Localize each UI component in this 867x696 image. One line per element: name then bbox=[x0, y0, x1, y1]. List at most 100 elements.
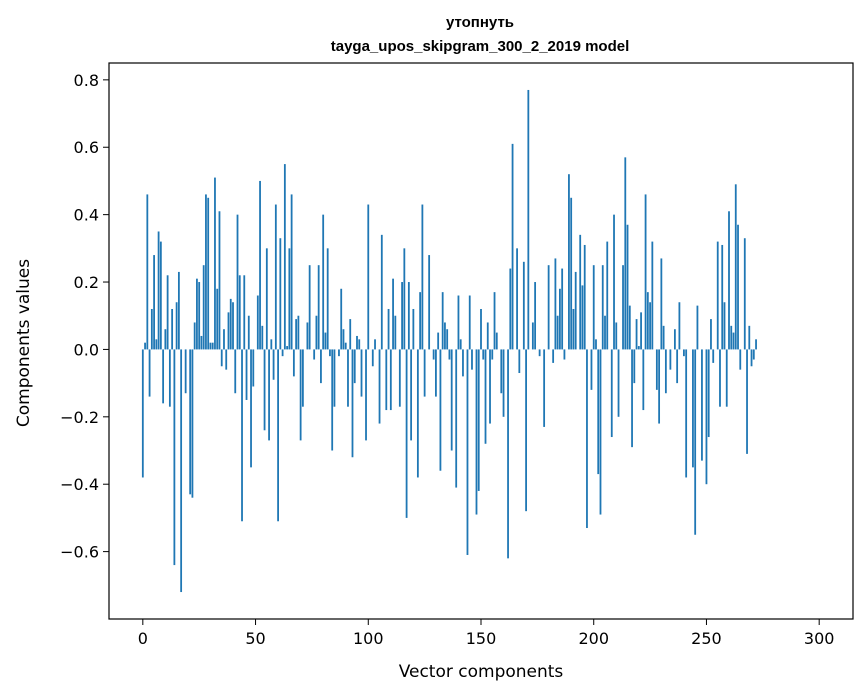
x-tick-label: 200 bbox=[578, 629, 609, 648]
bar-13 bbox=[171, 308, 174, 350]
bar-151 bbox=[482, 349, 485, 360]
bar-115 bbox=[401, 282, 403, 350]
bar-223 bbox=[644, 194, 647, 350]
bar-77 bbox=[315, 315, 318, 350]
bar-135 bbox=[446, 329, 449, 350]
bar-99 bbox=[365, 349, 367, 441]
bar-248 bbox=[701, 349, 703, 461]
bar-157 bbox=[495, 332, 498, 350]
bar-66 bbox=[290, 194, 293, 350]
bars-group bbox=[141, 89, 757, 593]
bar-164 bbox=[511, 143, 514, 350]
bar-44 bbox=[241, 349, 243, 522]
bar-105 bbox=[378, 349, 381, 424]
x-tick-label: 0 bbox=[138, 629, 148, 648]
bar-132 bbox=[439, 349, 442, 471]
bar-102 bbox=[371, 349, 374, 367]
bar-24 bbox=[196, 278, 198, 350]
bar-216 bbox=[628, 305, 631, 350]
bar-32 bbox=[214, 177, 216, 350]
bar-74 bbox=[308, 265, 311, 350]
bar-120 bbox=[412, 308, 415, 350]
bar-21 bbox=[189, 349, 192, 495]
bar-211 bbox=[617, 349, 620, 417]
bar-173 bbox=[531, 322, 534, 350]
bar-106 bbox=[380, 234, 383, 350]
bar-269 bbox=[748, 325, 751, 350]
bar-194 bbox=[579, 234, 582, 350]
bar-48 bbox=[250, 349, 252, 468]
bar-208 bbox=[610, 349, 613, 438]
bar-73 bbox=[306, 322, 309, 350]
bar-238 bbox=[678, 302, 681, 350]
bar-85 bbox=[333, 349, 336, 407]
bar-38 bbox=[227, 312, 230, 350]
bar-257 bbox=[721, 244, 724, 350]
bar-125 bbox=[423, 349, 426, 397]
bar-96 bbox=[358, 339, 361, 350]
bar-79 bbox=[320, 349, 322, 384]
bar-30 bbox=[209, 342, 212, 350]
bar-142 bbox=[462, 349, 464, 377]
bar-97 bbox=[360, 349, 363, 397]
bar-220 bbox=[637, 346, 640, 350]
bar-169 bbox=[522, 261, 525, 350]
bar-119 bbox=[410, 349, 413, 441]
y-tick-label: 0.8 bbox=[74, 71, 99, 90]
bar-123 bbox=[419, 292, 422, 350]
x-tick-label: 100 bbox=[353, 629, 384, 648]
bar-69 bbox=[297, 315, 300, 350]
bar-93 bbox=[351, 349, 354, 458]
bar-225 bbox=[649, 302, 651, 350]
bar-124 bbox=[421, 204, 424, 350]
bar-36 bbox=[223, 329, 225, 350]
y-tick-label: −0.6 bbox=[60, 543, 99, 562]
bar-154 bbox=[489, 349, 491, 424]
bar-133 bbox=[441, 292, 444, 350]
bar-206 bbox=[606, 241, 609, 350]
bar-178 bbox=[543, 349, 546, 427]
bar-189 bbox=[568, 174, 570, 350]
bar-134 bbox=[444, 322, 446, 350]
bar-196 bbox=[583, 244, 586, 350]
bar-39 bbox=[229, 298, 232, 350]
bar-148 bbox=[475, 349, 478, 515]
bar-170 bbox=[525, 349, 527, 512]
bar-95 bbox=[356, 335, 358, 350]
bar-234 bbox=[669, 349, 672, 370]
bar-160 bbox=[502, 349, 505, 417]
bar-241 bbox=[685, 349, 688, 478]
bar-201 bbox=[595, 339, 597, 350]
bar-155 bbox=[491, 349, 494, 360]
bar-76 bbox=[313, 349, 316, 360]
bar-61 bbox=[279, 238, 282, 350]
bar-9 bbox=[162, 349, 165, 404]
bar-217 bbox=[631, 349, 633, 448]
y-tick-label: −0.4 bbox=[60, 475, 99, 494]
bar-209 bbox=[613, 214, 615, 350]
bar-51 bbox=[256, 295, 259, 350]
bar-78 bbox=[317, 265, 320, 350]
bar-23 bbox=[193, 322, 196, 350]
bar-221 bbox=[640, 312, 642, 350]
bar-4 bbox=[150, 308, 153, 350]
bar-192 bbox=[574, 271, 577, 350]
bar-244 bbox=[692, 349, 694, 468]
bar-185 bbox=[559, 288, 561, 350]
x-tick-label: 250 bbox=[691, 629, 722, 648]
y-tick-label: 0.4 bbox=[74, 206, 99, 225]
bar-5 bbox=[153, 255, 155, 350]
bar-34 bbox=[218, 211, 221, 350]
bar-226 bbox=[651, 241, 654, 350]
bar-186 bbox=[561, 268, 564, 350]
bar-3 bbox=[148, 349, 151, 397]
bar-232 bbox=[664, 349, 667, 394]
bar-200 bbox=[592, 265, 595, 350]
bar-7 bbox=[157, 231, 160, 350]
bar-205 bbox=[604, 315, 606, 350]
bar-15 bbox=[175, 302, 178, 350]
bar-71 bbox=[301, 349, 304, 407]
bar-33 bbox=[216, 288, 219, 350]
bar-83 bbox=[329, 349, 331, 357]
